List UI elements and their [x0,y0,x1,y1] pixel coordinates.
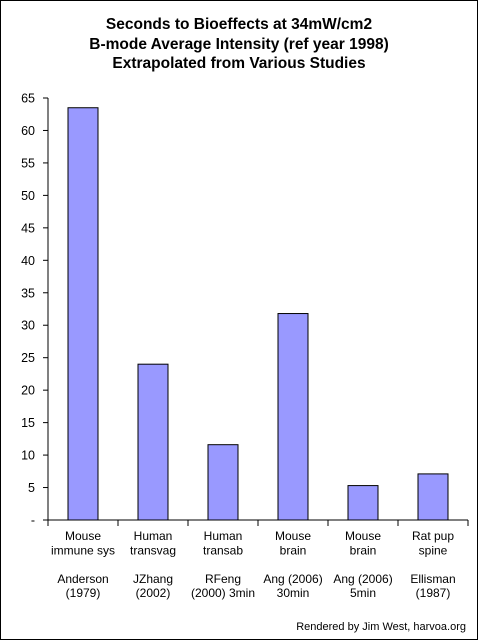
x-category-label: (2002) [136,586,171,600]
y-tick-label: 45 [21,221,35,235]
y-tick-label: 20 [21,384,35,398]
y-tick-label: 10 [21,449,35,463]
x-category-label: brain [350,543,377,557]
bar [137,363,169,521]
chart-title-line-1: Seconds to Bioeffects at 34mW/cm2 [105,16,373,33]
y-tick-label: 60 [21,124,35,138]
chart-title-line-3: Extrapolated from Various Studies [112,55,366,72]
y-tick-label: 15 [21,416,35,430]
chart-title-line-2: B-mode Average Intensity (ref year 1998) [89,35,389,53]
chart-title: Seconds to Bioeffects at 34mW/cm2 B-mode… [0,15,478,74]
x-category-label: transab [203,543,243,557]
bar [67,107,99,521]
y-tick-label: 25 [21,351,35,365]
y-tick-label: 35 [21,286,35,300]
y-tick-label: 40 [21,254,35,268]
x-category-label: 5min [350,586,376,600]
x-category-label: Human [134,529,173,543]
y-tick-label: - [31,514,35,528]
y-tick-label: 30 [21,319,35,333]
bar [347,485,379,521]
y-tick-label: 5 [28,481,35,495]
x-category-label: 30min [277,586,310,600]
x-category-label: Mouse [275,529,311,543]
x-category-label: (1987) [416,586,451,600]
x-category-label: Mouse [65,529,101,543]
x-category-label: Ang (2006) [263,572,322,586]
x-category-label: Ellisman [410,572,455,586]
x-category-label: JZhang [133,572,173,586]
x-category-label: Human [204,529,243,543]
bar [207,444,239,521]
x-category-label: transvag [130,543,176,557]
y-tick-label: 65 [21,92,35,106]
x-category-label: brain [280,543,307,557]
x-category-label: Anderson [57,572,108,586]
x-category-label: immune sys [51,543,115,557]
x-category-label: (1979) [66,586,101,600]
x-category-label: RFeng [205,572,241,586]
x-category-label: (2000) 3min [191,586,255,600]
y-tick-label: 50 [21,189,35,203]
x-category-label: spine [419,543,448,557]
credit-text: Rendered by Jim West, harvoa.org [296,621,466,633]
y-tick-label: 55 [21,156,35,170]
x-category-label: Mouse [345,529,381,543]
x-category-label: Rat pup [412,529,454,543]
bar [277,313,309,521]
x-category-label: Ang (2006) [333,572,392,586]
bar [417,473,449,521]
